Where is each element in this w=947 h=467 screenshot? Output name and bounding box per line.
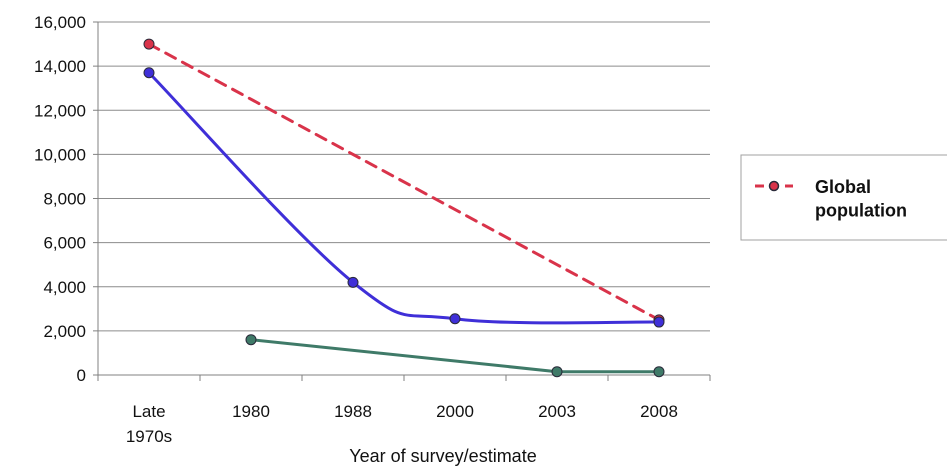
y-tick-label: 10,000	[34, 145, 86, 164]
data-point	[653, 316, 665, 328]
x-tick-label: 1970s	[126, 427, 172, 446]
y-tick-label: 2,000	[43, 322, 86, 341]
series-line-2	[147, 71, 661, 325]
series-line-3	[249, 338, 661, 374]
legend-label-global-population: Global population	[815, 177, 907, 220]
legend: Global population	[740, 154, 947, 241]
data-point	[143, 67, 155, 79]
y-tick-label: 8,000	[43, 190, 86, 209]
data-point	[653, 366, 665, 378]
gridlines	[98, 21, 710, 332]
x-tick-label: Late	[132, 402, 165, 421]
x-axis-title: Year of survey/estimate	[349, 446, 536, 466]
x-tick-label: 1988	[334, 402, 372, 421]
y-tick-label: 12,000	[34, 101, 86, 120]
y-tick-label: 14,000	[34, 57, 86, 76]
data-point	[551, 366, 563, 378]
y-tick-labels: 0 2,000 4,000 6,000 8,000 10,000 12,000 14,000 1…	[34, 13, 86, 385]
x-tick-labels: Late 1970s 1980 1988 2000 2003 2008	[126, 402, 678, 446]
legend-box	[740, 154, 947, 241]
data-point	[245, 334, 257, 346]
x-tick-label: 2000	[436, 402, 474, 421]
data-point	[347, 276, 359, 288]
data-point	[449, 313, 461, 325]
series-line-1	[147, 42, 661, 322]
y-tick-label: 16,000	[34, 13, 86, 32]
y-tick-label: 6,000	[43, 234, 86, 253]
y-tick-label: 0	[77, 366, 86, 385]
axes	[93, 21, 711, 381]
legend-marker-global-population	[768, 180, 780, 192]
data-point	[143, 38, 155, 50]
x-tick-label: 2008	[640, 402, 678, 421]
y-tick-label: 4,000	[43, 278, 86, 297]
series-lines	[147, 42, 661, 374]
x-tick-label: 1980	[232, 402, 270, 421]
x-tick-label: 2003	[538, 402, 576, 421]
series-points	[143, 38, 665, 378]
